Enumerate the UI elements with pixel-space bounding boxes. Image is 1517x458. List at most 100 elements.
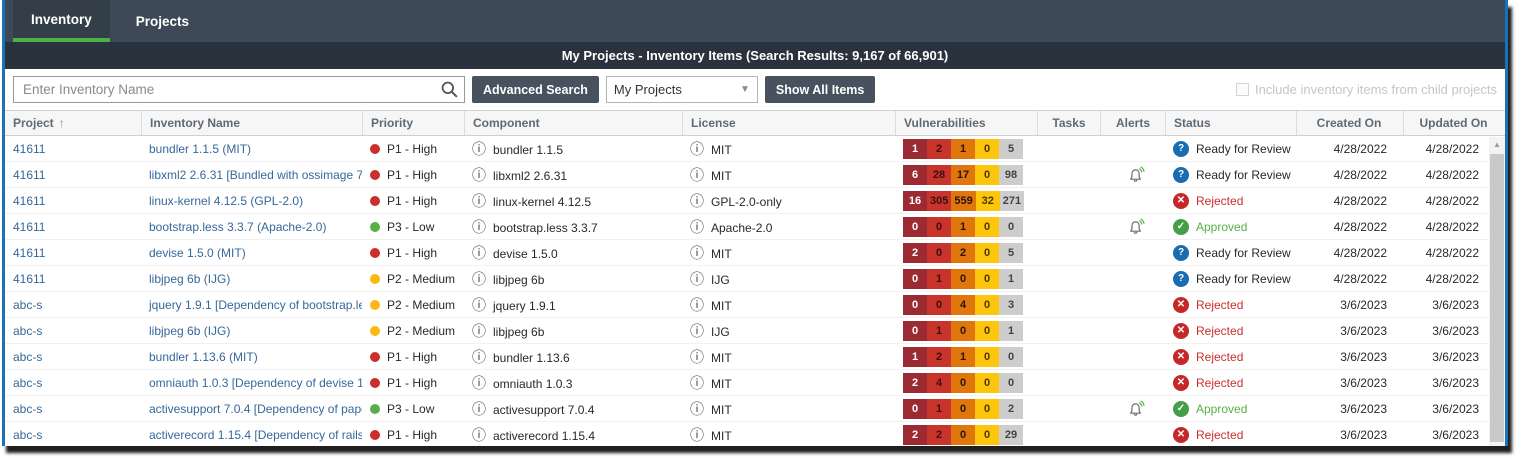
scrollbar-thumb[interactable] — [1490, 154, 1504, 442]
project-link[interactable]: 41611 — [13, 167, 46, 182]
info-icon[interactable]: ⓘ — [472, 400, 486, 417]
table-row[interactable]: abc-s omniauth 1.0.3 [Dependency of devis… — [5, 370, 1505, 396]
table-row[interactable]: 41611 linux-kernel 4.12.5 (GPL-2.0) P1 - H… — [5, 188, 1505, 214]
project-link[interactable]: 41611 — [13, 141, 46, 156]
inventory-name-link[interactable]: jquery 1.9.1 [Dependency of bootstrap.le… — [149, 297, 362, 312]
info-icon[interactable]: ⓘ — [690, 296, 704, 313]
info-icon[interactable]: ⓘ — [472, 296, 486, 313]
inventory-name-link[interactable]: omniauth 1.0.3 [Dependency of devise 1.5… — [149, 375, 362, 390]
info-icon[interactable]: ⓘ — [690, 140, 704, 157]
project-link[interactable]: abc-s — [13, 375, 43, 390]
column-header-inv[interactable]: Inventory Name — [141, 111, 362, 135]
column-header-created[interactable]: Created On — [1296, 111, 1403, 135]
project-link[interactable]: abc-s — [13, 401, 43, 416]
inventory-name-link[interactable]: activerecord 1.15.4 [Dependency of rails… — [149, 427, 362, 442]
tab-inventory[interactable]: Inventory — [13, 0, 110, 42]
vuln-segment-4: 0 — [999, 372, 1023, 393]
vertical-scrollbar[interactable]: ▲ — [1489, 137, 1505, 446]
column-header-vuln[interactable]: Vulnerabilities — [895, 111, 1037, 135]
child-projects-checkbox[interactable] — [1235, 83, 1249, 96]
column-header-pri[interactable]: Priority — [362, 111, 464, 135]
project-link[interactable]: 41611 — [13, 219, 46, 234]
column-header-updated[interactable]: Updated On — [1403, 111, 1505, 135]
table-row[interactable]: 41611 bootstrap.less 3.3.7 (Apache-2.0) P3… — [5, 214, 1505, 240]
vulnerability-bar[interactable]: 16 305 559 32 271 — [903, 190, 1025, 211]
inventory-name-link[interactable]: activesupport 7.0.4 [Dependency of paper… — [149, 401, 362, 416]
table-row[interactable]: abc-s activesupport 7.0.4 [Dependency of … — [5, 396, 1505, 422]
search-input[interactable] — [13, 76, 465, 103]
info-icon[interactable]: ⓘ — [472, 218, 486, 235]
column-header-lic[interactable]: License — [682, 111, 895, 135]
info-icon[interactable]: ⓘ — [472, 322, 486, 339]
table-row[interactable]: abc-s activerecord 1.15.4 [Dependency of … — [5, 422, 1505, 446]
project-link[interactable]: 41611 — [13, 245, 46, 260]
show-all-items-button[interactable]: Show All Items — [764, 76, 876, 103]
info-icon[interactable]: ⓘ — [690, 348, 704, 365]
info-icon[interactable]: ⓘ — [690, 244, 704, 261]
table-row[interactable]: 41611 libjpeg 6b (IJG) P2 - Medium ⓘ libjpeg… — [5, 266, 1505, 292]
inventory-name-link[interactable]: bundler 1.13.6 (MIT) — [149, 349, 258, 364]
project-link[interactable]: 41611 — [13, 271, 46, 286]
info-icon[interactable]: ⓘ — [690, 322, 704, 339]
table-row[interactable]: 41611 devise 1.5.0 (MIT) P1 - High ⓘ devise … — [5, 240, 1505, 266]
tab-projects[interactable]: Projects — [110, 0, 215, 42]
info-icon[interactable]: ⓘ — [690, 426, 704, 443]
cell-priority: P1 - High — [362, 194, 464, 208]
inventory-name-link[interactable]: linux-kernel 4.12.5 (GPL-2.0) — [149, 193, 304, 208]
column-header-project[interactable]: Project ↑ — [13, 116, 65, 130]
column-header-status[interactable]: Status — [1165, 111, 1296, 135]
info-icon[interactable]: ⓘ — [690, 166, 704, 183]
info-icon[interactable]: ⓘ — [690, 192, 704, 209]
search-icon[interactable] — [440, 80, 459, 99]
table-row[interactable]: abc-s jquery 1.9.1 [Dependency of bootstr… — [5, 292, 1505, 318]
inventory-name-link[interactable]: libjpeg 6b (IJG) — [149, 271, 231, 286]
info-icon[interactable]: ⓘ — [472, 166, 486, 183]
info-icon[interactable]: ⓘ — [690, 400, 704, 417]
info-icon[interactable]: ⓘ — [690, 374, 704, 391]
inventory-name-link[interactable]: devise 1.5.0 (MIT) — [149, 245, 246, 260]
alert-bell-icon[interactable] — [1126, 165, 1147, 185]
info-icon[interactable]: ⓘ — [690, 218, 704, 235]
info-icon[interactable]: ⓘ — [472, 270, 486, 287]
info-icon[interactable]: ⓘ — [690, 270, 704, 287]
info-icon[interactable]: ⓘ — [472, 192, 486, 209]
info-icon[interactable]: ⓘ — [472, 426, 486, 443]
table-row[interactable]: abc-s libjpeg 6b (IJG) P2 - Medium ⓘ libjpeg… — [5, 318, 1505, 344]
column-header-tasks[interactable]: Tasks — [1037, 111, 1100, 135]
column-header-comp[interactable]: Component — [464, 111, 682, 135]
info-icon[interactable]: ⓘ — [472, 244, 486, 261]
table-row[interactable]: 41611 libxml2 2.6.31 [Bundled with ossima… — [5, 162, 1505, 188]
vulnerability-bar[interactable]: 6 28 17 0 98 — [903, 164, 1023, 185]
project-link[interactable]: abc-s — [13, 349, 43, 364]
table-row[interactable]: 41611 bundler 1.1.5 (MIT) P1 - High ⓘ bundle… — [5, 136, 1505, 162]
vulnerability-bar[interactable]: 2 2 0 0 29 — [903, 424, 1023, 445]
info-icon[interactable]: ⓘ — [472, 374, 486, 391]
inventory-name-link[interactable]: libjpeg 6b (IJG) — [149, 323, 231, 338]
project-link[interactable]: abc-s — [13, 427, 43, 442]
table-row[interactable]: abc-s bundler 1.13.6 (MIT) P1 - High ⓘ bundl… — [5, 344, 1505, 370]
alert-bell-icon[interactable] — [1126, 217, 1147, 237]
project-link[interactable]: abc-s — [13, 323, 43, 338]
project-link[interactable]: 41611 — [13, 193, 46, 208]
inventory-name-link[interactable]: libxml2 2.6.31 [Bundled with ossimage 7.… — [149, 167, 362, 182]
project-scope-select[interactable]: My Projects ▼ — [605, 76, 758, 103]
inventory-name-link[interactable]: bootstrap.less 3.3.7 (Apache-2.0) — [149, 219, 327, 234]
advanced-search-button[interactable]: Advanced Search — [472, 76, 599, 103]
column-header-alerts[interactable]: Alerts — [1100, 111, 1165, 135]
info-icon[interactable]: ⓘ — [472, 348, 486, 365]
inventory-name-link[interactable]: bundler 1.1.5 (MIT) — [149, 141, 252, 156]
info-icon[interactable]: ⓘ — [472, 140, 486, 157]
scroll-up-icon[interactable]: ▲ — [1493, 140, 1501, 149]
alert-bell-icon[interactable] — [1126, 399, 1147, 419]
project-link[interactable]: abc-s — [13, 297, 43, 312]
